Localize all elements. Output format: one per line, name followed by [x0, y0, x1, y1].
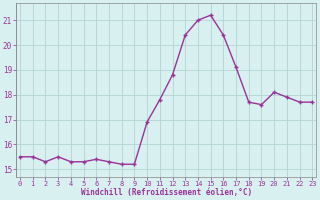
X-axis label: Windchill (Refroidissement éolien,°C): Windchill (Refroidissement éolien,°C) [81, 188, 252, 197]
